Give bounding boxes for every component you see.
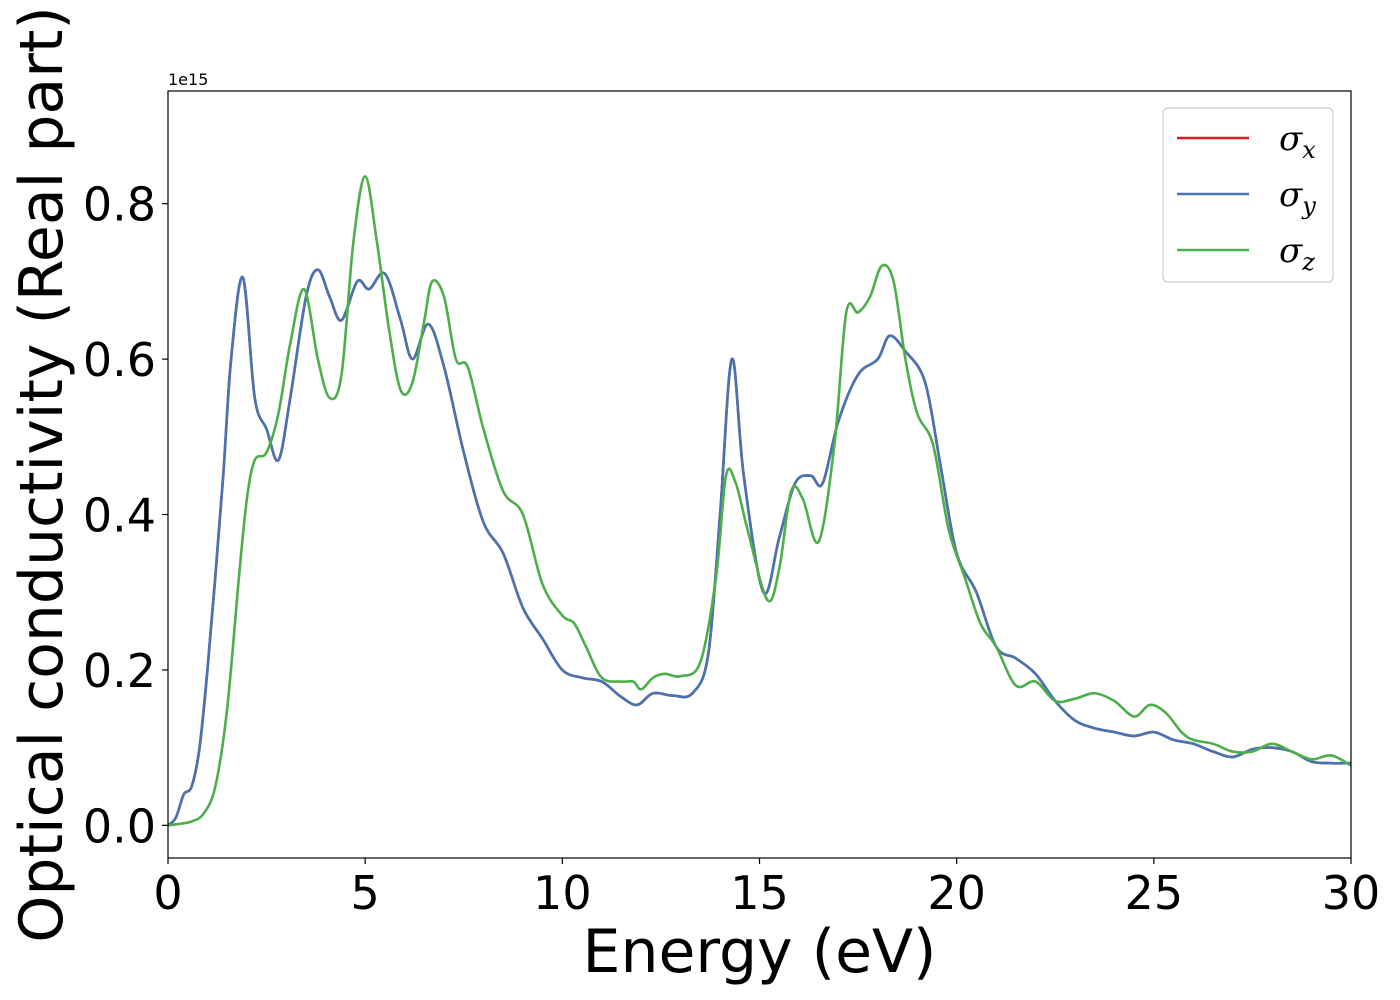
- series-line-y: [168, 268, 1351, 827]
- x-tick-label: 20: [927, 866, 986, 920]
- series-line-z: [168, 175, 1351, 827]
- x-axis-label: Energy (eV): [583, 917, 937, 987]
- legend-label-y: σy: [1279, 175, 1316, 220]
- x-axis-ticks: 0 5 10 15 20 25 30: [153, 858, 1380, 920]
- legend: σx σy σz: [1162, 107, 1334, 283]
- x-tick-label: 15: [730, 866, 789, 920]
- legend-label-z: σz: [1279, 231, 1315, 276]
- y-axis-offset-text: 1e15: [168, 70, 208, 89]
- y-tick-label: 0.8: [83, 178, 156, 232]
- y-axis-label: Optical conductivity (Real part): [7, 6, 77, 943]
- y-tick-label: 0.6: [83, 333, 156, 387]
- y-tick-label: 0.4: [83, 489, 156, 543]
- legend-label-x: σx: [1279, 119, 1316, 164]
- y-tick-label: 0.0: [83, 799, 156, 853]
- x-tick-label: 0: [153, 866, 182, 920]
- y-tick-label: 0.2: [83, 644, 156, 698]
- x-tick-label: 5: [351, 866, 380, 920]
- x-tick-label: 10: [533, 866, 592, 920]
- x-tick-label: 30: [1322, 866, 1381, 920]
- series-layer: [168, 175, 1351, 827]
- x-tick-label: 25: [1125, 866, 1184, 920]
- y-axis-ticks: 0.0 0.2 0.4 0.6 0.8: [83, 178, 168, 853]
